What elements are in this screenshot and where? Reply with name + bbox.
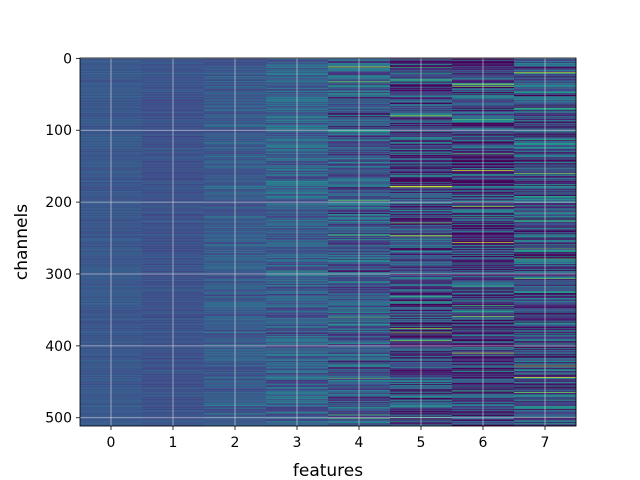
- y-tick-label: 500: [45, 411, 72, 427]
- y-tick-label: 200: [45, 195, 72, 211]
- x-axis-label: features: [293, 461, 363, 480]
- x-tick-label: 7: [541, 435, 550, 451]
- x-tick-label: 1: [169, 435, 178, 451]
- y-tick-label: 300: [45, 267, 72, 283]
- y-tick-label: 0: [63, 51, 72, 67]
- x-axis: 0 1 2 3 4 5 6 7: [107, 426, 550, 451]
- heatmap-cells: [80, 58, 577, 427]
- x-tick-label: 4: [355, 435, 364, 451]
- x-tick-label: 2: [231, 435, 240, 451]
- x-tick-label: 0: [107, 435, 116, 451]
- y-tick-label: 100: [45, 123, 72, 139]
- plot-frame: [79, 57, 577, 427]
- grid-lines: [80, 57, 576, 426]
- x-tick-label: 5: [417, 435, 426, 451]
- x-tick-label: 6: [479, 435, 488, 451]
- y-tick-label: 400: [45, 339, 72, 355]
- y-axis: 0 100 200 300 400 500: [45, 51, 80, 427]
- y-axis-label: channels: [12, 204, 32, 280]
- x-tick-label: 3: [293, 435, 302, 451]
